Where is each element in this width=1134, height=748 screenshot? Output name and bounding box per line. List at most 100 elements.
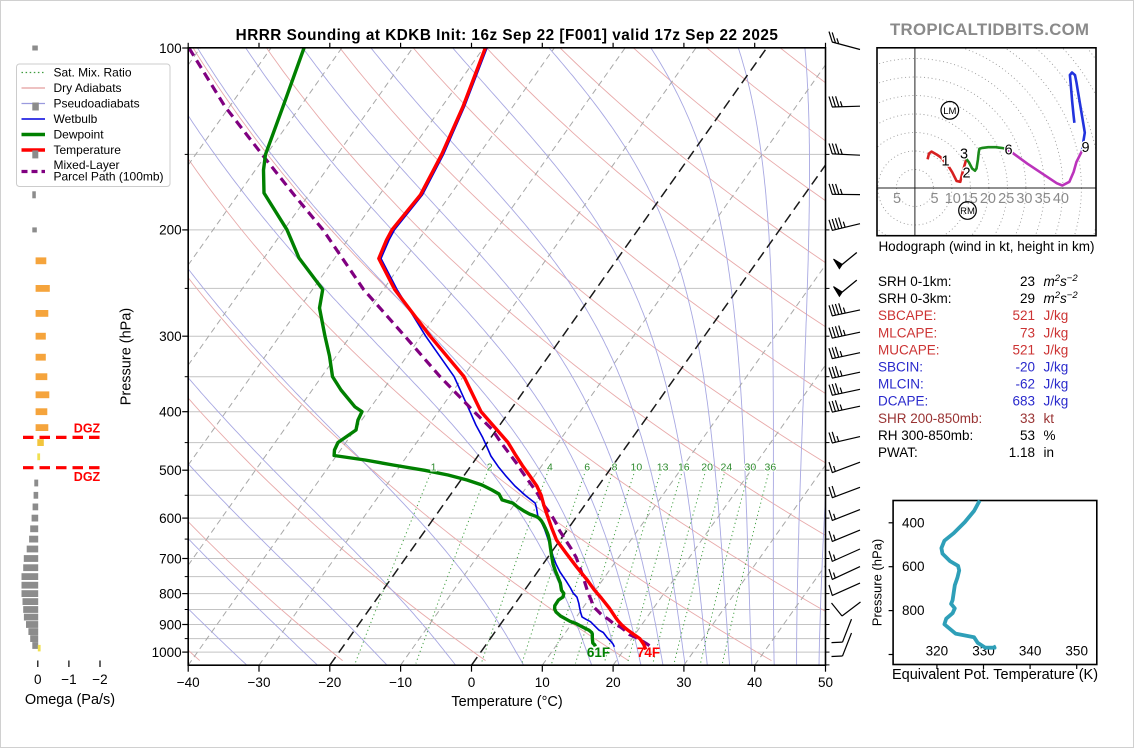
svg-text:10: 10 <box>631 462 643 474</box>
svg-text:200: 200 <box>159 223 182 238</box>
svg-text:Pressure (hPa): Pressure (hPa) <box>870 539 885 626</box>
svg-text:53: 53 <box>1020 428 1035 443</box>
svg-text:MLCIN:: MLCIN: <box>878 377 924 392</box>
svg-text:RM: RM <box>960 206 975 217</box>
svg-text:50: 50 <box>818 675 833 690</box>
svg-text:SRH 0-3km:: SRH 0-3km: <box>878 291 952 306</box>
svg-text:kt: kt <box>1044 411 1055 426</box>
svg-text:683: 683 <box>1012 394 1035 409</box>
svg-text:DGZ: DGZ <box>74 421 101 435</box>
svg-text:Omega (Pa/s): Omega (Pa/s) <box>25 692 115 708</box>
svg-text:Dry Adiabats: Dry Adiabats <box>54 81 122 95</box>
svg-text:400: 400 <box>159 405 182 420</box>
svg-text:15: 15 <box>962 191 978 207</box>
svg-text:29: 29 <box>1020 291 1035 306</box>
svg-text:74F: 74F <box>637 645 660 660</box>
svg-text:800: 800 <box>902 603 925 618</box>
svg-text:J/kg: J/kg <box>1044 325 1069 340</box>
svg-text:SBCIN:: SBCIN: <box>878 360 923 375</box>
svg-text:Temperature: Temperature <box>54 143 122 157</box>
svg-text:in: in <box>1044 445 1055 460</box>
svg-text:10: 10 <box>535 675 550 690</box>
svg-text:J/kg: J/kg <box>1044 394 1069 409</box>
svg-text:Dewpoint: Dewpoint <box>54 128 105 142</box>
svg-text:6: 6 <box>584 462 590 474</box>
svg-text:30: 30 <box>745 462 757 474</box>
svg-text:TROPICALTIDBITS.COM: TROPICALTIDBITS.COM <box>890 20 1089 39</box>
svg-text:1.18: 1.18 <box>1009 445 1035 460</box>
svg-text:700: 700 <box>159 551 182 566</box>
svg-text:33: 33 <box>1020 411 1035 426</box>
svg-text:Temperature (°C): Temperature (°C) <box>451 694 562 710</box>
svg-text:−30: −30 <box>248 675 271 690</box>
svg-text:300: 300 <box>159 329 182 344</box>
svg-text:10: 10 <box>945 191 961 207</box>
svg-text:4: 4 <box>547 462 553 474</box>
svg-text:J/kg: J/kg <box>1044 342 1069 357</box>
svg-text:Equivalent Pot. Temperature (K: Equivalent Pot. Temperature (K) <box>892 667 1098 683</box>
svg-text:-62: -62 <box>1015 377 1035 392</box>
svg-text:SHR 200-850mb:: SHR 200-850mb: <box>878 411 982 426</box>
svg-text:J/kg: J/kg <box>1044 377 1069 392</box>
svg-text:-20: -20 <box>1015 360 1035 375</box>
svg-text:Parcel Path (100mb): Parcel Path (100mb) <box>54 170 164 184</box>
svg-text:8: 8 <box>612 462 618 474</box>
svg-text:61F: 61F <box>587 645 610 660</box>
svg-text:900: 900 <box>159 617 182 632</box>
svg-text:1: 1 <box>431 462 437 474</box>
svg-text:SRH 0-1km:: SRH 0-1km: <box>878 274 952 289</box>
svg-text:40: 40 <box>1053 191 1069 207</box>
svg-text:350: 350 <box>1065 644 1088 659</box>
svg-text:20: 20 <box>701 462 713 474</box>
svg-text:MLCAPE:: MLCAPE: <box>878 325 937 340</box>
svg-text:%: % <box>1044 428 1056 443</box>
svg-text:MUCAPE:: MUCAPE: <box>878 342 940 357</box>
svg-text:LM: LM <box>943 106 956 117</box>
svg-text:2: 2 <box>962 166 970 182</box>
svg-text:SBCAPE:: SBCAPE: <box>878 308 937 323</box>
svg-text:−20: −20 <box>318 675 341 690</box>
svg-text:RH 300-850mb:: RH 300-850mb: <box>878 428 973 443</box>
svg-text:9: 9 <box>1081 140 1089 156</box>
svg-text:6: 6 <box>1004 143 1012 159</box>
svg-text:320: 320 <box>926 644 949 659</box>
svg-text:Pressure (hPa): Pressure (hPa) <box>119 308 135 406</box>
svg-text:Wetbulb: Wetbulb <box>54 112 98 126</box>
svg-text:DGZ: DGZ <box>74 470 101 484</box>
svg-text:5: 5 <box>893 191 901 207</box>
svg-text:400: 400 <box>902 515 925 530</box>
svg-text:PWAT:: PWAT: <box>878 445 918 460</box>
svg-text:16: 16 <box>678 462 690 474</box>
svg-text:500: 500 <box>159 463 182 478</box>
svg-text:DCAPE:: DCAPE: <box>878 394 928 409</box>
svg-text:−40: −40 <box>177 675 200 690</box>
svg-text:Sat. Mix. Ratio: Sat. Mix. Ratio <box>54 66 132 80</box>
svg-text:100: 100 <box>159 41 182 56</box>
svg-text:2: 2 <box>487 462 493 474</box>
svg-text:J/kg: J/kg <box>1044 308 1069 323</box>
svg-text:24: 24 <box>721 462 733 474</box>
svg-text:600: 600 <box>902 559 925 574</box>
svg-text:20: 20 <box>606 675 621 690</box>
svg-text:35: 35 <box>1035 191 1051 207</box>
svg-text:0: 0 <box>468 675 476 690</box>
svg-text:1000: 1000 <box>152 645 182 660</box>
svg-text:800: 800 <box>159 586 182 601</box>
svg-text:Pseudoadiabats: Pseudoadiabats <box>54 97 140 111</box>
svg-text:J/kg: J/kg <box>1044 360 1069 375</box>
svg-text:36: 36 <box>765 462 777 474</box>
svg-text:20: 20 <box>980 191 996 207</box>
svg-text:30: 30 <box>676 675 691 690</box>
svg-text:Mixed-Layer: Mixed-Layer <box>54 158 120 172</box>
svg-text:521: 521 <box>1012 308 1035 323</box>
svg-text:25: 25 <box>998 191 1014 207</box>
svg-text:521: 521 <box>1012 342 1035 357</box>
svg-text:23: 23 <box>1020 274 1035 289</box>
svg-text:Hodograph (wind in kt, height: Hodograph (wind in kt, height in km) <box>878 239 1094 254</box>
svg-text:13: 13 <box>657 462 669 474</box>
svg-text:600: 600 <box>159 511 182 526</box>
svg-text:1: 1 <box>941 154 949 170</box>
svg-text:5: 5 <box>931 191 939 207</box>
svg-text:−10: −10 <box>389 675 412 690</box>
svg-text:40: 40 <box>747 675 762 690</box>
